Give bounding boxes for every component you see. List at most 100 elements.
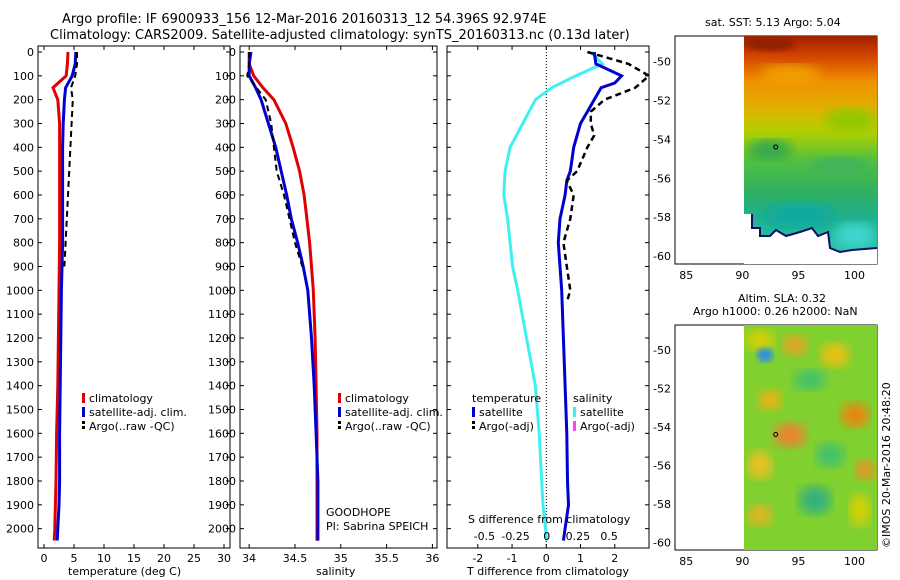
depth-tick-label: 1400 bbox=[208, 380, 236, 393]
map-y-tick-label: -54 bbox=[653, 133, 671, 146]
x-tick-label: 30 bbox=[217, 552, 231, 565]
x-tick-label: 0 bbox=[543, 552, 550, 565]
legend-swatch bbox=[82, 407, 85, 417]
temp-climatology-line bbox=[51, 51, 70, 541]
depth-tick-label: 700 bbox=[215, 213, 236, 226]
legend-swatch bbox=[472, 421, 475, 431]
map-x-tick-label: 95 bbox=[791, 555, 805, 568]
x-tick-label: -2 bbox=[472, 552, 483, 565]
map-x-tick-label: 95 bbox=[791, 269, 805, 282]
depth-tick-label: 1200 bbox=[208, 332, 236, 345]
map-x-tick-label: 85 bbox=[679, 555, 693, 568]
tdiff-legend: temperature satellite Argo(-adj) bbox=[472, 392, 541, 434]
legend-heading-temperature: temperature bbox=[472, 392, 542, 405]
map-y-tick-label: -58 bbox=[653, 498, 671, 511]
legend-item-climatology: climatology bbox=[82, 392, 187, 406]
t-diff-argo-line bbox=[562, 50, 652, 303]
depth-tick-label: 2000 bbox=[208, 523, 236, 536]
depth-tick-label: 1300 bbox=[208, 356, 236, 369]
map-y-tick-label: -52 bbox=[653, 382, 671, 395]
map-y-tick-label: -52 bbox=[653, 94, 671, 107]
s-diff-satellite-line bbox=[502, 50, 605, 541]
depth-tick-label: 1700 bbox=[208, 451, 236, 464]
map-x-tick-label: 100 bbox=[844, 269, 865, 282]
salinity-legend: climatology satellite-adj. clim. Argo(..… bbox=[338, 392, 443, 434]
legend-item-satellite: satellite-adj. clim. bbox=[338, 406, 443, 420]
depth-tick-label: 1900 bbox=[208, 499, 236, 512]
temperature-legend: climatology satellite-adj. clim. Argo(..… bbox=[82, 392, 187, 434]
temp-argo-line bbox=[63, 52, 78, 267]
depth-tick-label: 800 bbox=[215, 237, 236, 250]
legend-item-s-satellite: satellite bbox=[573, 406, 635, 420]
x-tick-label: 34 bbox=[242, 552, 256, 565]
tdiff-xlabel: T difference from climatology bbox=[467, 565, 629, 578]
legend-swatch bbox=[338, 393, 341, 403]
depth-tick-label: 0 bbox=[229, 46, 236, 59]
sla-map-title-2: Argo h1000: 0.26 h2000: NaN bbox=[693, 305, 858, 318]
depth-tick-label: 1500 bbox=[208, 403, 236, 416]
depth-tick-label: 300 bbox=[13, 117, 34, 130]
t-diff-satellite-line bbox=[556, 51, 625, 541]
s-diff-tick-label: -0.5 bbox=[474, 530, 495, 543]
program-name: GOODHOPE bbox=[326, 506, 391, 519]
depth-tick-label: 1700 bbox=[6, 451, 34, 464]
argo-position-marker bbox=[773, 432, 779, 438]
depth-tick-label: 1000 bbox=[208, 284, 236, 297]
x-tick-label: 15 bbox=[127, 552, 141, 565]
sdiff-legend: salinity satellite Argo(-adj) bbox=[573, 392, 635, 434]
x-tick-label: 36 bbox=[425, 552, 439, 565]
x-tick-label: 35 bbox=[334, 552, 348, 565]
legend-swatch bbox=[573, 407, 576, 417]
map-y-tick-label: -50 bbox=[653, 55, 671, 68]
legend-item-argo: Argo(..raw -QC) bbox=[338, 420, 443, 434]
title-line-2: Climatology: CARS2009. Satellite-adjuste… bbox=[50, 28, 630, 43]
map-y-tick-label: -56 bbox=[653, 459, 671, 472]
s-diff-tick-label: -0.25 bbox=[501, 530, 529, 543]
x-tick-label: 0 bbox=[41, 552, 48, 565]
sla-map bbox=[674, 324, 878, 551]
map-y-tick-label: -50 bbox=[653, 344, 671, 357]
depth-tick-label: 1900 bbox=[6, 499, 34, 512]
legend-item-climatology: climatology bbox=[338, 392, 443, 406]
map-y-tick-label: -56 bbox=[653, 172, 671, 185]
legend-heading-salinity: salinity bbox=[573, 392, 613, 405]
sst-map-title: sat. SST: 5.13 Argo: 5.04 bbox=[705, 16, 841, 29]
panel-frame bbox=[37, 45, 231, 549]
map-y-tick-label: -58 bbox=[653, 211, 671, 224]
depth-tick-label: 600 bbox=[215, 189, 236, 202]
depth-tick-label: 500 bbox=[13, 165, 34, 178]
depth-tick-label: 100 bbox=[215, 70, 236, 83]
legend-item-argo: Argo(..raw -QC) bbox=[82, 420, 187, 434]
sal-argo-line bbox=[246, 52, 304, 267]
depth-tick-label: 100 bbox=[13, 70, 34, 83]
depth-tick-label: 1300 bbox=[6, 356, 34, 369]
legend-swatch bbox=[472, 407, 475, 417]
salinity-xlabel: salinity bbox=[316, 565, 356, 578]
legend-item-t-satellite: satellite bbox=[472, 406, 541, 420]
depth-tick-label: 1800 bbox=[208, 475, 236, 488]
s-diff-tick-label: 0.5 bbox=[600, 530, 618, 543]
depth-tick-label: 800 bbox=[13, 237, 34, 250]
s-diff-tick-label: 0.25 bbox=[566, 530, 591, 543]
depth-tick-label: 1800 bbox=[6, 475, 34, 488]
depth-tick-label: 1200 bbox=[6, 332, 34, 345]
depth-tick-label: 1600 bbox=[208, 427, 236, 440]
depth-tick-label: 1600 bbox=[6, 427, 34, 440]
sdiff-xlabel: S difference from climatology bbox=[468, 513, 631, 526]
title-line-1: Argo profile: IF 6900933_156 12-Mar-2016… bbox=[62, 12, 547, 27]
depth-tick-label: 1500 bbox=[6, 403, 34, 416]
x-tick-label: 2 bbox=[611, 552, 618, 565]
depth-tick-label: 200 bbox=[215, 94, 236, 107]
depth-tick-label: 300 bbox=[215, 117, 236, 130]
depth-tick-label: 400 bbox=[13, 141, 34, 154]
sla-map-title-1: Altim. SLA: 0.32 bbox=[738, 292, 827, 305]
panel-frame bbox=[239, 45, 438, 549]
depth-tick-label: 400 bbox=[215, 141, 236, 154]
depth-tick-label: 1100 bbox=[6, 308, 34, 321]
x-tick-label: 20 bbox=[157, 552, 171, 565]
sal-satellite-line bbox=[247, 51, 320, 541]
pi-name: PI: Sabrina SPEICH bbox=[326, 520, 429, 533]
legend-item-s-argo: Argo(-adj) bbox=[573, 420, 635, 434]
legend-item-satellite: satellite-adj. clim. bbox=[82, 406, 187, 420]
